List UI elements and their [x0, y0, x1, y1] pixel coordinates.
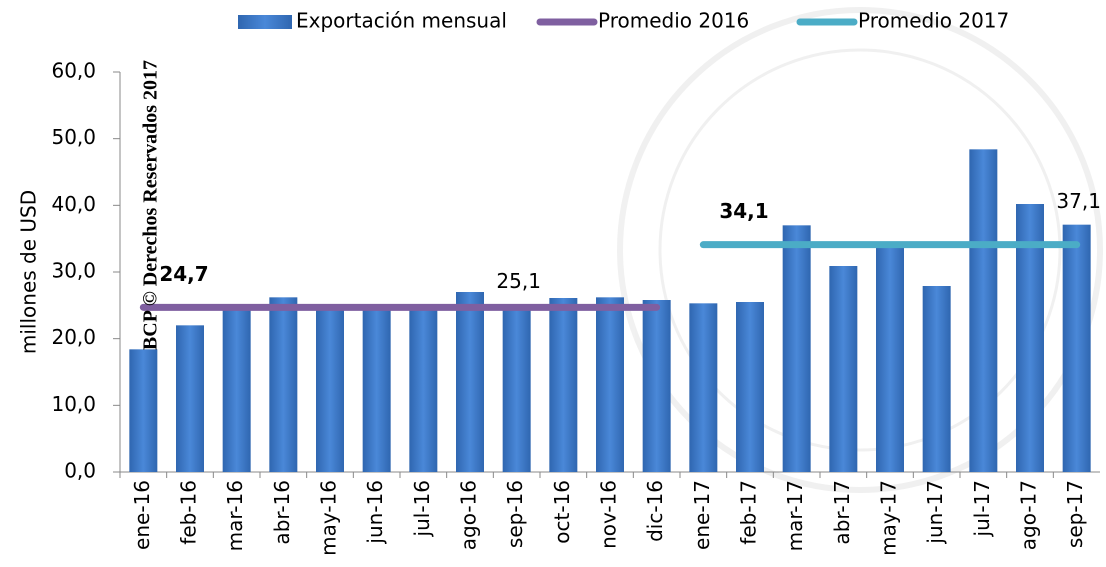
- bar: [1063, 225, 1091, 472]
- x-tick-label: sep-17: [1063, 480, 1087, 548]
- x-tick-label: jun-16: [363, 480, 387, 545]
- legend-swatch: [238, 15, 292, 29]
- x-tick-label: dic-16: [643, 480, 667, 542]
- bar: [643, 300, 671, 472]
- x-tick-label: ene-16: [130, 480, 154, 550]
- bar: [829, 266, 857, 472]
- y-tick-label: 30,0: [51, 259, 96, 283]
- x-tick-label: may-16: [317, 480, 341, 556]
- y-tick-label: 20,0: [51, 325, 96, 349]
- y-tick-label: 50,0: [51, 125, 96, 149]
- x-tick-label: ago-17: [1017, 480, 1041, 550]
- x-tick-label: abr-17: [830, 480, 854, 545]
- bar: [923, 286, 951, 472]
- bar: [269, 297, 297, 472]
- x-tick-label: sep-16: [503, 480, 527, 548]
- bar: [689, 303, 717, 472]
- x-tick-label: feb-16: [177, 480, 201, 545]
- x-tick-label: jul-16: [410, 480, 434, 537]
- legend-label: Exportación mensual: [296, 9, 507, 33]
- x-tick-label: may-17: [877, 480, 901, 556]
- x-tick-label: ago-16: [457, 480, 481, 550]
- bar: [129, 349, 157, 472]
- chart: millones de USD 0,0 10,0 20,0 30,0 40,0 50,0 6…: [0, 0, 1106, 567]
- y-tick-label: 60,0: [51, 59, 96, 83]
- value-label: 24,7: [159, 262, 208, 286]
- value-label: 25,1: [496, 269, 541, 293]
- x-tick-label: jun-17: [923, 480, 947, 545]
- bar: [409, 310, 437, 472]
- bar: [876, 242, 904, 472]
- y-tick-label: 10,0: [51, 392, 96, 416]
- x-tick-label: feb-17: [737, 480, 761, 545]
- bar: [503, 305, 531, 472]
- bar: [549, 298, 577, 472]
- bar: [316, 308, 344, 472]
- y-axis-title: millones de USD: [17, 190, 41, 354]
- bar: [783, 225, 811, 472]
- x-tick-label: mar-17: [783, 480, 807, 551]
- bar: [736, 302, 764, 472]
- value-label: 34,1: [719, 199, 768, 223]
- legend-label: Promedio 2016: [598, 9, 749, 33]
- y-tick-label: 0,0: [64, 459, 96, 483]
- bar: [969, 149, 997, 472]
- y-tick-label: 40,0: [51, 192, 96, 216]
- x-tick-label: ene-17: [690, 480, 714, 550]
- bar: [456, 292, 484, 472]
- x-tick-label: nov-16: [597, 480, 621, 549]
- value-label: 37,1: [1056, 189, 1101, 213]
- x-tick-label: oct-16: [550, 480, 574, 544]
- bar: [596, 297, 624, 472]
- bar: [223, 305, 251, 472]
- legend-label: Promedio 2017: [858, 9, 1009, 33]
- x-tick-label: mar-16: [223, 480, 247, 551]
- x-tick-label: jul-17: [970, 480, 994, 537]
- x-tick-label: abr-16: [270, 480, 294, 545]
- bar: [176, 325, 204, 472]
- watermark: BCP © Derechos Reservados 2017: [140, 60, 162, 350]
- bar: [363, 309, 391, 472]
